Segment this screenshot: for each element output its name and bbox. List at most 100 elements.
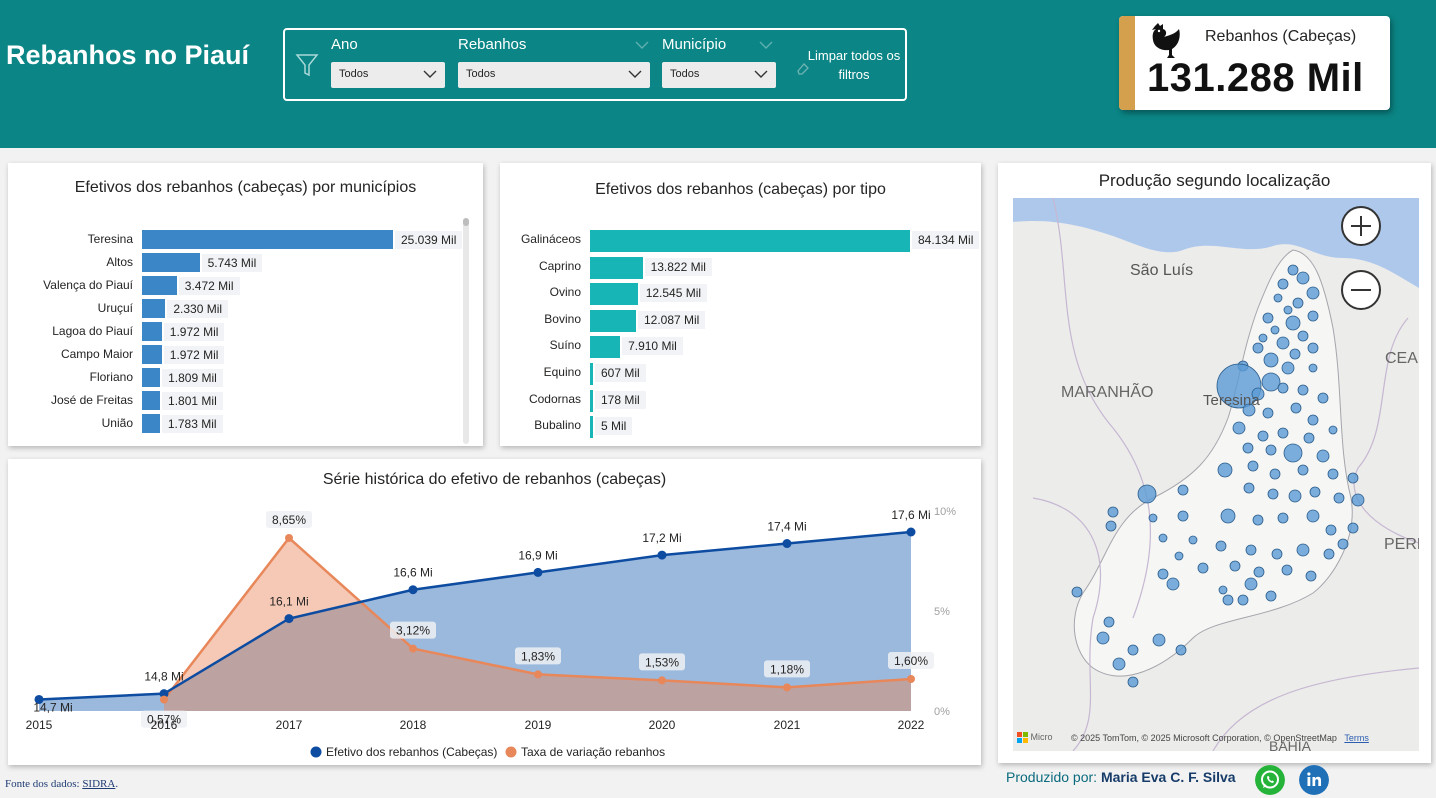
location-bubble[interactable]: [1158, 533, 1168, 543]
location-bubble[interactable]: [1245, 544, 1257, 556]
sidra-link[interactable]: SIDRA: [82, 778, 116, 790]
location-bubble[interactable]: [1297, 330, 1309, 342]
location-bubble[interactable]: [1297, 384, 1309, 396]
location-bubble[interactable]: [1217, 462, 1233, 478]
location-bubble[interactable]: [1267, 488, 1279, 500]
linkedin-icon[interactable]: [1299, 765, 1329, 795]
location-bubble[interactable]: [1289, 348, 1301, 360]
location-bubble[interactable]: [1283, 305, 1293, 315]
location-bubble[interactable]: [1197, 562, 1209, 574]
whatsapp-icon[interactable]: [1255, 765, 1285, 795]
rebanhos-dropdown[interactable]: Todos: [458, 62, 650, 88]
zoom-out-button[interactable]: [1341, 270, 1381, 310]
location-bubble[interactable]: [1253, 566, 1265, 578]
location-bubble[interactable]: [1277, 382, 1289, 394]
terms-link[interactable]: Terms: [1344, 733, 1369, 743]
location-bubble[interactable]: [1262, 312, 1274, 324]
location-bubble[interactable]: [1277, 427, 1289, 439]
location-bubble[interactable]: [1285, 315, 1301, 331]
ano-dropdown[interactable]: Todos: [331, 62, 445, 88]
location-bubble[interactable]: [1305, 570, 1317, 582]
location-bubble[interactable]: [1215, 540, 1227, 552]
scroll-thumb[interactable]: [463, 218, 469, 226]
location-bubble[interactable]: [1247, 460, 1259, 472]
location-bubble[interactable]: [1251, 387, 1265, 401]
location-bubble[interactable]: [1148, 513, 1158, 523]
location-bubble[interactable]: [1242, 442, 1254, 454]
location-bubble[interactable]: [1263, 352, 1279, 368]
location-bubble[interactable]: [1283, 443, 1303, 463]
location-bubble[interactable]: [1112, 657, 1126, 671]
location-bubble[interactable]: [1337, 538, 1349, 550]
location-bubble[interactable]: [1309, 486, 1321, 498]
location-bubble[interactable]: [1257, 430, 1269, 442]
location-bubble[interactable]: [1103, 616, 1115, 628]
location-bubble[interactable]: [1152, 633, 1166, 647]
location-bubble[interactable]: [1325, 524, 1337, 536]
location-bubble[interactable]: [1218, 585, 1228, 595]
location-bubble[interactable]: [1071, 586, 1083, 598]
location-bubble[interactable]: [1177, 510, 1189, 522]
location-bubble[interactable]: [1306, 286, 1320, 300]
chevron-down-icon[interactable]: [635, 40, 649, 50]
location-bubble[interactable]: [1317, 392, 1329, 404]
location-bubble[interactable]: [1174, 551, 1184, 561]
location-bubble[interactable]: [1347, 472, 1359, 484]
location-bubble[interactable]: [1252, 514, 1264, 526]
municipio-dropdown[interactable]: Todos: [662, 62, 776, 88]
location-bubble[interactable]: [1271, 548, 1283, 560]
location-bubble[interactable]: [1333, 492, 1345, 504]
location-bubble[interactable]: [1277, 278, 1289, 290]
location-bubble[interactable]: [1347, 522, 1359, 534]
location-bubble[interactable]: [1157, 568, 1169, 580]
location-bubble[interactable]: [1292, 297, 1304, 309]
clear-filters-button[interactable]: Limpar todos os filtros: [795, 46, 903, 84]
location-bubble[interactable]: [1237, 594, 1249, 606]
location-bubble[interactable]: [1262, 407, 1274, 419]
location-bubble[interactable]: [1222, 594, 1234, 606]
location-bubble[interactable]: [1273, 293, 1283, 303]
location-bubble[interactable]: [1351, 493, 1365, 507]
map-canvas[interactable]: São Luís MARANHÃO Teresina CEA PERN BAHIA: [1013, 198, 1419, 751]
location-bubble[interactable]: [1307, 342, 1319, 354]
location-bubble[interactable]: [1232, 421, 1246, 435]
location-bubble[interactable]: [1096, 631, 1110, 645]
scrollbar[interactable]: [463, 218, 469, 444]
location-bubble[interactable]: [1229, 560, 1241, 572]
location-bubble[interactable]: [1177, 484, 1189, 496]
chevron-down-icon[interactable]: [759, 40, 773, 50]
location-bubble[interactable]: [1252, 342, 1264, 354]
location-bubble[interactable]: [1296, 543, 1310, 557]
location-bubble[interactable]: [1105, 520, 1117, 532]
location-bubble[interactable]: [1107, 506, 1119, 518]
location-bubble[interactable]: [1288, 489, 1302, 503]
location-bubble[interactable]: [1265, 444, 1277, 456]
location-bubble[interactable]: [1303, 432, 1315, 444]
location-bubble[interactable]: [1220, 508, 1236, 524]
location-bubble[interactable]: [1307, 414, 1319, 426]
location-bubble[interactable]: [1281, 564, 1293, 576]
location-bubble[interactable]: [1265, 590, 1277, 602]
location-bubble[interactable]: [1269, 468, 1281, 480]
location-bubble[interactable]: [1323, 548, 1335, 560]
location-bubble[interactable]: [1244, 577, 1258, 591]
location-bubble[interactable]: [1316, 449, 1330, 463]
location-bubble[interactable]: [1308, 363, 1318, 373]
location-bubble[interactable]: [1297, 464, 1309, 476]
zoom-in-button[interactable]: [1341, 206, 1381, 246]
location-bubble[interactable]: [1277, 512, 1289, 524]
location-bubble[interactable]: [1290, 402, 1302, 414]
location-bubble[interactable]: [1327, 468, 1339, 480]
location-bubble[interactable]: [1258, 333, 1268, 343]
location-bubble[interactable]: [1261, 372, 1281, 392]
location-bubble[interactable]: [1175, 644, 1187, 656]
location-bubble[interactable]: [1127, 676, 1139, 688]
location-bubble[interactable]: [1328, 425, 1338, 435]
location-bubble[interactable]: [1242, 403, 1256, 417]
location-bubble[interactable]: [1306, 509, 1320, 523]
location-bubble[interactable]: [1276, 336, 1290, 350]
location-bubble[interactable]: [1281, 361, 1295, 375]
location-bubble[interactable]: [1166, 577, 1180, 591]
location-bubble[interactable]: [1188, 535, 1198, 545]
location-bubble[interactable]: [1243, 482, 1255, 494]
